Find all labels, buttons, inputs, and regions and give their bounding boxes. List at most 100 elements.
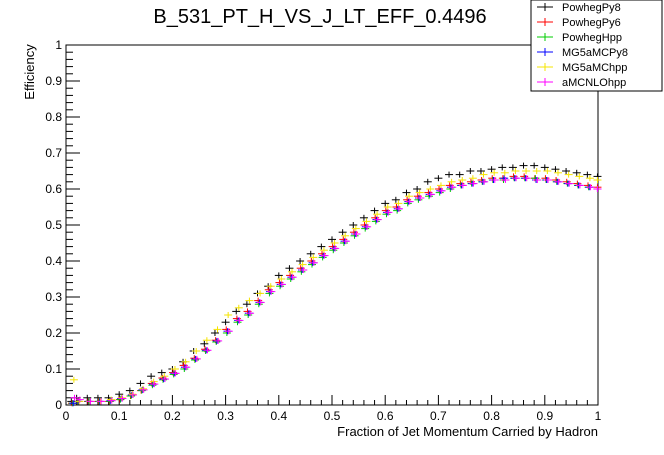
legend-item: aMCNLOhpp bbox=[537, 77, 626, 89]
data-point bbox=[97, 398, 106, 405]
data-point bbox=[490, 169, 499, 176]
data-point bbox=[402, 189, 411, 196]
data-point bbox=[508, 164, 517, 171]
series-MG5aMChpp bbox=[69, 168, 602, 405]
y-tick-label: 0.6 bbox=[45, 182, 62, 196]
x-tick-label: 0.7 bbox=[430, 409, 447, 423]
data-point bbox=[190, 357, 199, 363]
data-point bbox=[285, 265, 294, 272]
data-point bbox=[455, 171, 464, 178]
data-point bbox=[147, 373, 156, 380]
legend-label: MG5aMCPy8 bbox=[562, 47, 628, 59]
data-point bbox=[200, 340, 209, 347]
y-axis-label: Efficiency bbox=[22, 44, 37, 100]
data-point bbox=[70, 394, 79, 401]
legend-item: PowhegPy6 bbox=[537, 17, 621, 29]
data-point bbox=[266, 283, 275, 290]
data-point bbox=[298, 261, 307, 268]
data-point bbox=[330, 240, 339, 246]
data-point bbox=[136, 380, 145, 387]
data-point bbox=[468, 175, 477, 182]
data-point bbox=[458, 177, 467, 183]
data-point bbox=[405, 198, 414, 205]
y-tick-label: 0.3 bbox=[45, 290, 62, 304]
series-PowhegPy6 bbox=[67, 173, 602, 407]
data-point bbox=[487, 166, 496, 173]
data-point bbox=[519, 162, 528, 169]
data-point bbox=[593, 186, 602, 192]
data-point bbox=[306, 250, 315, 257]
legend-item: PowhegHpp bbox=[537, 32, 622, 44]
legend-item: PowhegPy8 bbox=[537, 2, 621, 14]
data-point bbox=[405, 193, 414, 200]
legend-item: MG5aMCPy8 bbox=[537, 47, 628, 59]
data-point bbox=[125, 387, 134, 394]
data-point bbox=[83, 394, 92, 401]
axes-layer: 0 0.1 0.2 0.3 0.4 0.5 0.6 0.7 0.8 0.9 1 0 0.1 0.2 0.3 0… bbox=[45, 38, 601, 423]
data-point bbox=[564, 171, 573, 178]
data-point bbox=[235, 317, 244, 324]
data-point bbox=[170, 366, 179, 372]
x-tick-label: 0.3 bbox=[217, 409, 234, 423]
data-point bbox=[384, 209, 393, 216]
x-tick-label: 0.4 bbox=[270, 409, 287, 423]
data-point bbox=[500, 169, 509, 176]
data-point bbox=[338, 229, 347, 236]
data-point bbox=[543, 177, 552, 183]
y-tick-label: 0.1 bbox=[45, 362, 62, 376]
data-point bbox=[267, 288, 276, 295]
data-point bbox=[341, 238, 350, 245]
legend: PowhegPy8 PowhegPy6 PowhegHpp MG5aMCPy8 MG5a… bbox=[530, 0, 663, 92]
data-point bbox=[69, 400, 78, 407]
chart-title: B_531_PT_H_VS_J_LT_EFF_0.4496 bbox=[153, 6, 486, 28]
data-point bbox=[277, 276, 286, 282]
data-point bbox=[214, 337, 223, 344]
data-point bbox=[86, 398, 95, 405]
data-point bbox=[309, 254, 318, 261]
data-point bbox=[159, 376, 168, 383]
data-point bbox=[593, 177, 602, 183]
data-point bbox=[373, 211, 382, 218]
data-point bbox=[242, 301, 251, 308]
legend-label: PowhegPy6 bbox=[562, 17, 621, 29]
plot-frame bbox=[65, 44, 599, 406]
data-point bbox=[352, 231, 361, 237]
data-point bbox=[565, 180, 574, 187]
data-point bbox=[107, 397, 116, 404]
data-point bbox=[117, 394, 126, 401]
data-point bbox=[554, 178, 563, 185]
y-tick-label: 0 bbox=[55, 398, 62, 412]
data-point bbox=[128, 391, 137, 398]
data-point bbox=[277, 281, 286, 288]
data-point bbox=[585, 175, 594, 182]
legend-item: MG5aMChpp bbox=[537, 62, 627, 74]
data-point bbox=[148, 382, 157, 389]
y-tick-label: 0.4 bbox=[45, 254, 62, 268]
data-point bbox=[466, 168, 475, 174]
data-point bbox=[320, 252, 329, 259]
x-tick-label: 0.6 bbox=[377, 409, 394, 423]
data-point bbox=[583, 171, 592, 178]
data-point bbox=[319, 247, 328, 254]
data-point bbox=[383, 204, 392, 210]
data-point bbox=[331, 245, 340, 252]
data-point bbox=[203, 347, 212, 354]
data-point bbox=[479, 171, 488, 178]
y-tick-label: 0.2 bbox=[45, 326, 62, 340]
data-point bbox=[256, 290, 265, 297]
data-point bbox=[181, 358, 190, 365]
series-aMCNLOhpp bbox=[70, 175, 602, 405]
data-point bbox=[551, 166, 560, 173]
data-point bbox=[530, 162, 539, 169]
data-point bbox=[522, 168, 531, 174]
data-point bbox=[512, 175, 521, 182]
data-point bbox=[413, 186, 422, 192]
x-tick-label: 1 bbox=[595, 409, 602, 423]
data-point bbox=[543, 168, 552, 174]
data-point bbox=[423, 178, 432, 185]
data-point bbox=[182, 364, 191, 371]
data-point bbox=[351, 225, 360, 232]
x-tick-label: 0.1 bbox=[111, 409, 128, 423]
